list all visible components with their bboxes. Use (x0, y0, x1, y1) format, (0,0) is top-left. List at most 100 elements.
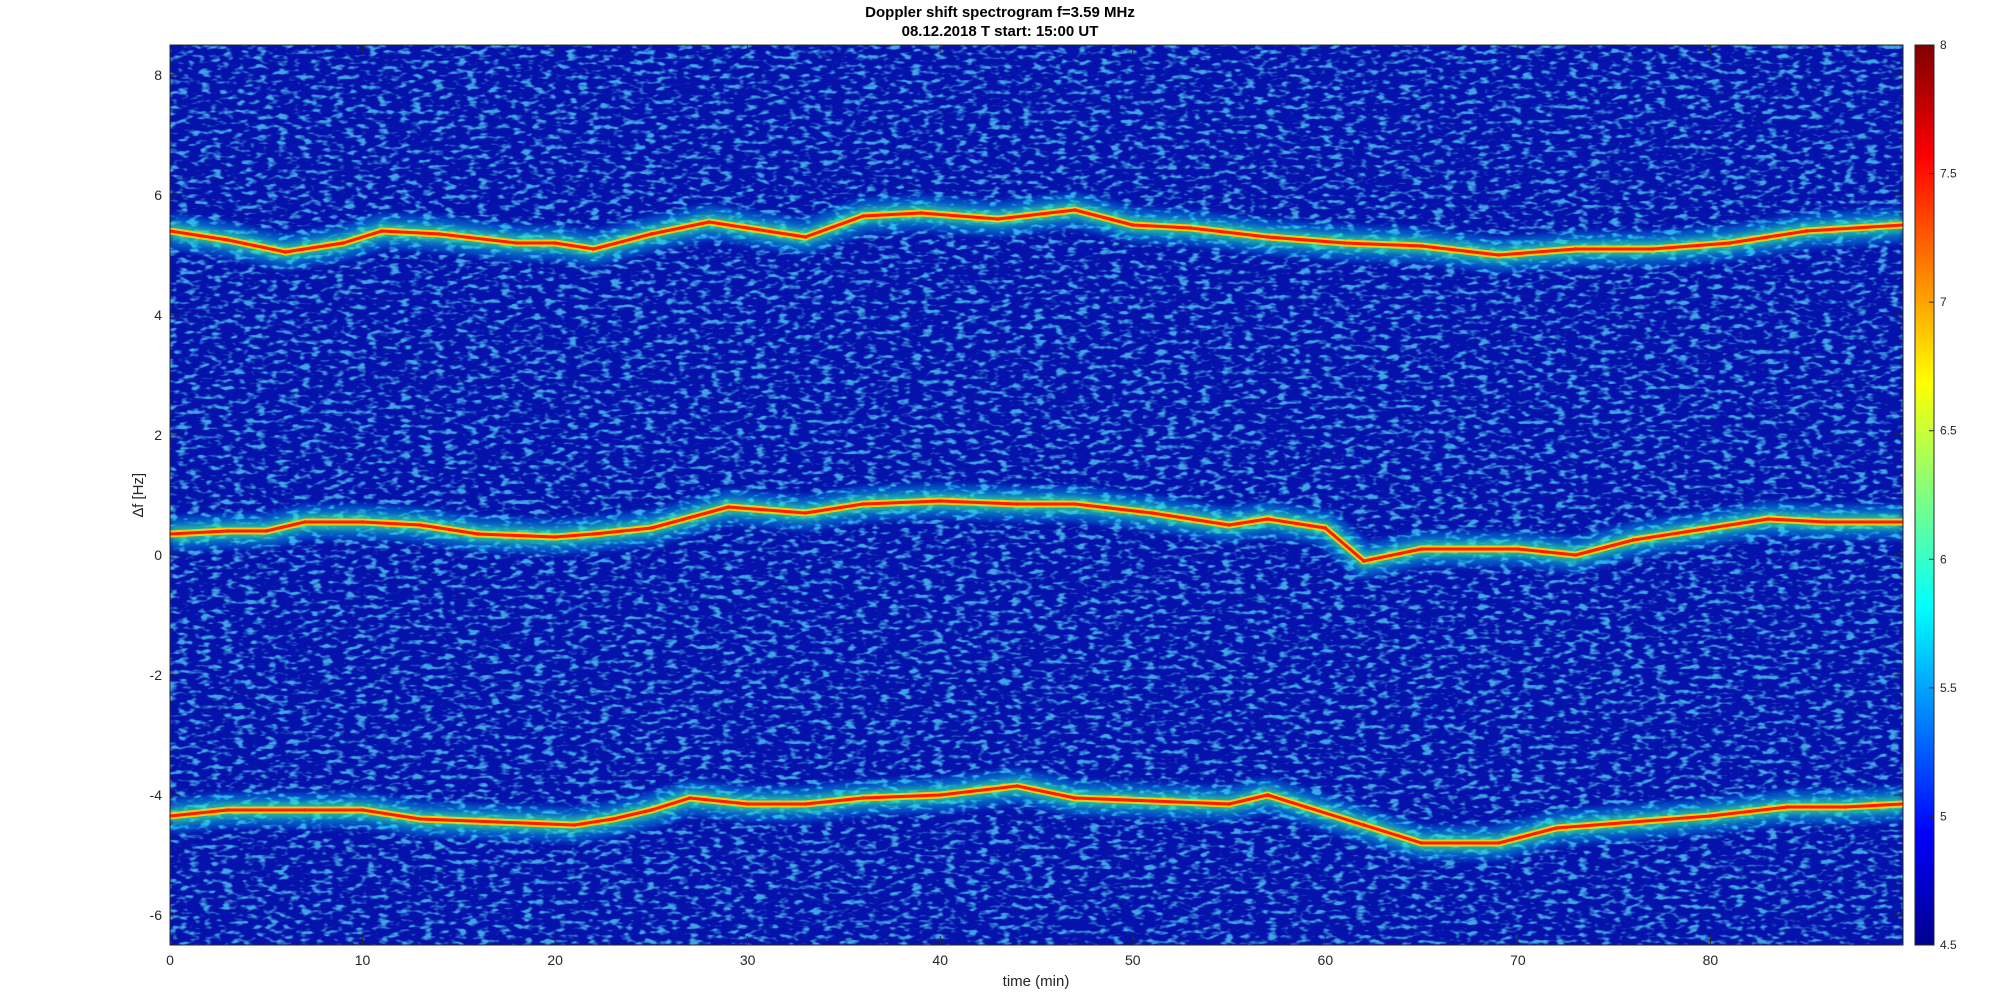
chart-title: Doppler shift spectrogram f=3.59 MHz (865, 4, 1135, 21)
colorbar-tick-label: 6.5 (1940, 424, 1957, 438)
x-tick-label: 50 (1125, 952, 1141, 968)
data-point (1785, 805, 1790, 809)
data-point (938, 499, 943, 503)
series-band-3 (170, 193, 1903, 272)
data-point (1265, 235, 1270, 239)
data-point (1304, 805, 1308, 809)
data-point (283, 250, 288, 254)
data-point (302, 808, 307, 812)
data-point (611, 817, 615, 821)
data-point (803, 235, 808, 239)
x-tick-label: 80 (1703, 952, 1719, 968)
data-point (553, 241, 557, 245)
y-tick-label: 0 (154, 547, 162, 563)
y-tick-label: 4 (154, 307, 162, 323)
data-point (1150, 511, 1154, 515)
data-point (1015, 784, 1020, 788)
data-point (1573, 553, 1578, 557)
data-point (1766, 517, 1771, 521)
data-point (1573, 247, 1578, 251)
band-core (170, 208, 1903, 257)
data-point (1150, 799, 1154, 803)
y-tick-label: -6 (150, 907, 163, 923)
data-point (707, 220, 711, 224)
y-axis-label: ∆f [Hz] (130, 473, 147, 517)
data-point (591, 532, 596, 536)
colorbar-tick-label: 4.5 (1940, 938, 1957, 952)
signal-bands (170, 193, 1903, 860)
data-point (1708, 526, 1713, 530)
data-point (1516, 547, 1520, 551)
data-point (1265, 517, 1270, 521)
y-tick-label: 2 (154, 427, 162, 443)
colorbar-tick-label: 6 (1940, 552, 1947, 566)
colorbar-ticks: 4.5 5 5.5 6 6.5 7 7.5 8 (1929, 38, 1957, 952)
data-point (1227, 802, 1231, 806)
data-point (572, 823, 577, 827)
data-point (803, 511, 808, 515)
data-point (360, 808, 365, 812)
data-point (649, 232, 654, 236)
data-point (1073, 502, 1077, 506)
data-point (1015, 502, 1020, 506)
data-point (360, 520, 365, 524)
data-point (1073, 796, 1077, 800)
plot-frame (169, 44, 1904, 946)
data-point (688, 796, 692, 800)
data-point (996, 217, 1000, 221)
chart-subtitle: 08.12.2018 T start: 15:00 UT (901, 23, 1099, 40)
x-tick-label: 0 (166, 952, 174, 968)
data-point (1631, 538, 1636, 542)
colorbar-tick-label: 7 (1940, 295, 1947, 309)
data-point (1496, 841, 1501, 845)
data-point (726, 505, 731, 509)
x-tick-label: 10 (355, 952, 371, 968)
data-point (476, 532, 480, 536)
series-band-1 (170, 484, 1903, 578)
colorbar (1914, 44, 1935, 946)
data-point (380, 229, 384, 233)
y-tick-label: -4 (150, 787, 163, 803)
colorbar-tick-label: 5.5 (1940, 681, 1957, 695)
data-point (553, 535, 557, 539)
data-point (1419, 841, 1424, 845)
x-axis-label: time (min) (1003, 973, 1070, 990)
data-point (418, 523, 423, 527)
data-point (1323, 526, 1328, 530)
data-point (1265, 793, 1270, 797)
data-point (919, 211, 923, 215)
data-point (437, 232, 442, 236)
data-point (649, 808, 654, 812)
y-tick-label: 6 (154, 187, 162, 203)
data-point (803, 802, 808, 806)
y-tick-label: -2 (150, 667, 163, 683)
data-point (225, 529, 230, 533)
data-point (861, 796, 865, 800)
data-point (1843, 805, 1848, 809)
data-point (1227, 523, 1231, 527)
data-point (264, 529, 269, 533)
data-point (1362, 823, 1366, 827)
data-point (745, 226, 750, 230)
data-point (1130, 223, 1135, 227)
data-point (1554, 826, 1559, 830)
data-point (861, 502, 865, 506)
x-tick-label: 60 (1318, 952, 1334, 968)
x-tick-label: 40 (932, 952, 948, 968)
colorbar-tick-label: 8 (1940, 38, 1947, 52)
y-tick-label: 8 (154, 67, 162, 83)
data-point (1631, 820, 1636, 824)
x-tick-label: 70 (1510, 952, 1526, 968)
plot-area (170, 45, 1903, 945)
data-point (302, 520, 307, 524)
data-point (861, 214, 865, 218)
data-point (1496, 253, 1501, 257)
data-point (649, 526, 654, 530)
data-point (1419, 547, 1424, 551)
data-point (1188, 226, 1193, 230)
data-point (418, 817, 423, 821)
x-tick-label: 20 (547, 952, 563, 968)
data-point (1804, 229, 1809, 233)
data-point (514, 241, 519, 245)
